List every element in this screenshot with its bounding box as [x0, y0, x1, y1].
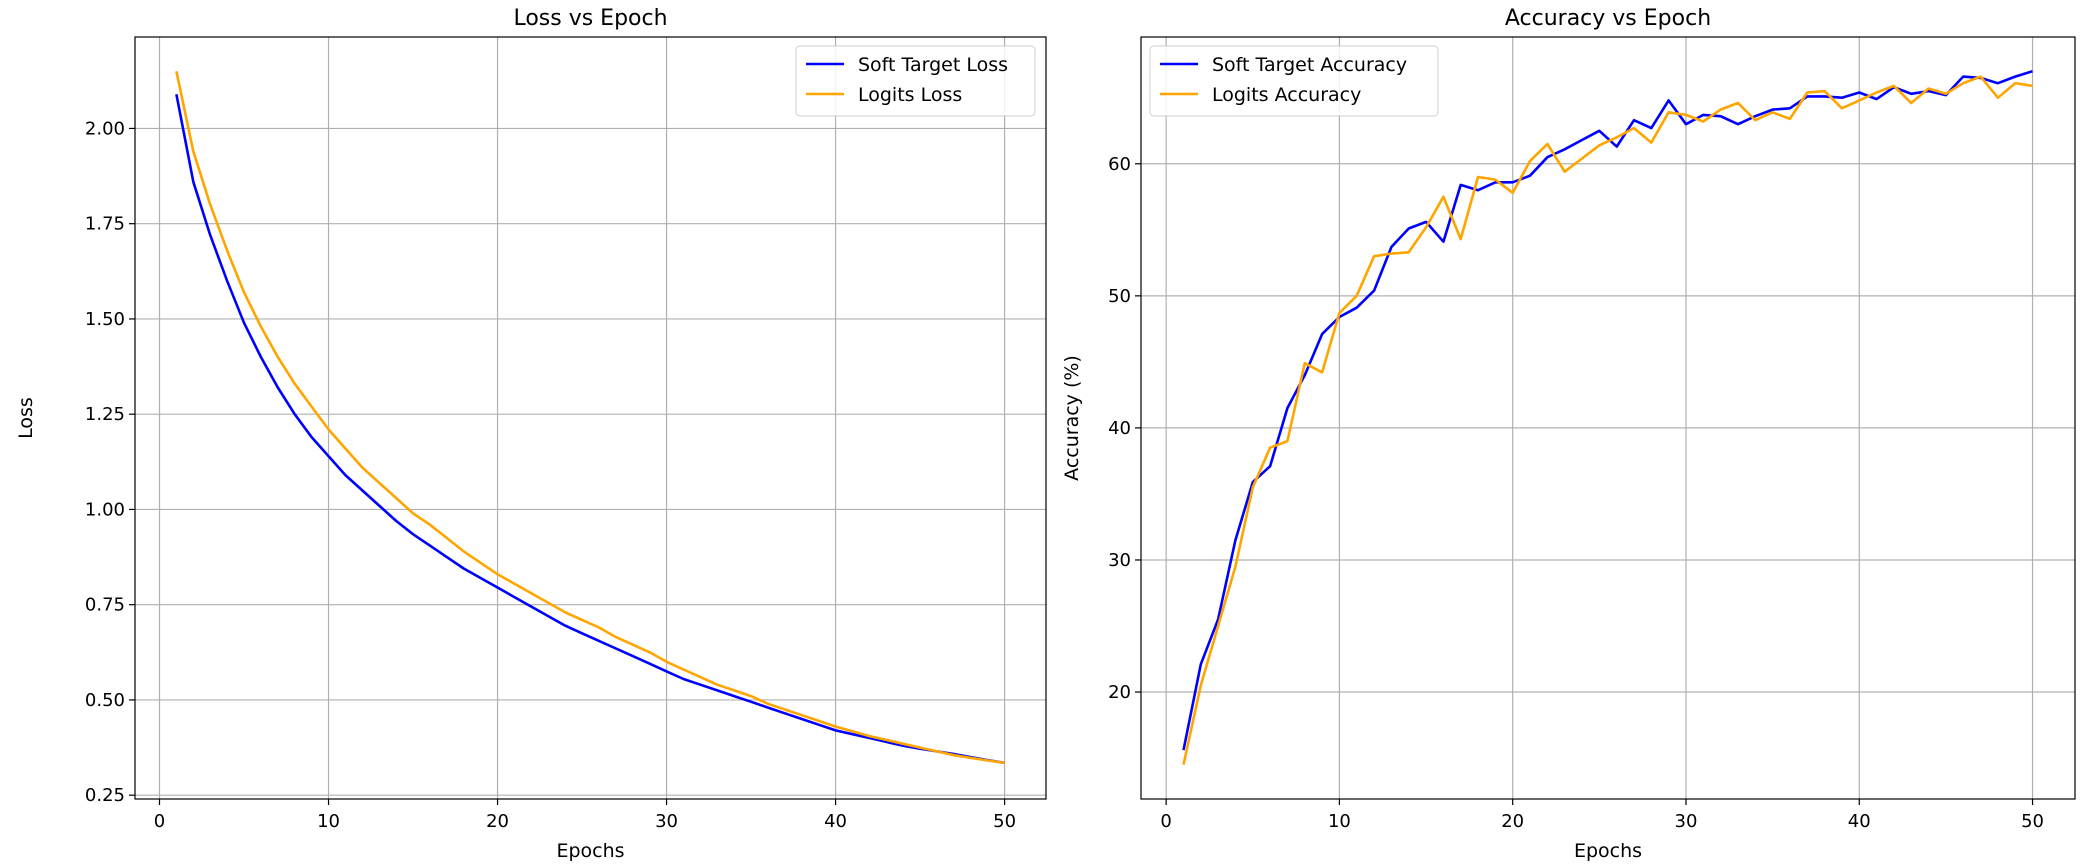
legend-label-1: Logits Loss: [858, 84, 962, 106]
y-tick-label: 60: [1108, 154, 1131, 175]
x-tick-label: 40: [1848, 811, 1871, 832]
legend-label-0: Soft Target Loss: [858, 54, 1008, 76]
y-tick-label: 0.75: [85, 595, 125, 616]
y-tick-label: 1.00: [85, 499, 125, 520]
y-tick-label: 30: [1108, 550, 1131, 571]
y-tick-label: 50: [1108, 286, 1131, 307]
x-tick-label: 20: [486, 811, 509, 832]
y-axis-label: Loss: [15, 397, 37, 439]
x-tick-label: 50: [2021, 811, 2044, 832]
x-axis-label: Epochs: [1574, 840, 1642, 862]
x-tick-label: 30: [1675, 811, 1698, 832]
x-tick-label: 0: [154, 811, 165, 832]
x-tick-label: 40: [824, 811, 847, 832]
y-tick-label: 40: [1108, 418, 1131, 439]
y-tick-label: 0.50: [85, 690, 125, 711]
series-line-0: [175, 93, 1005, 765]
series-line-1: [175, 71, 1005, 765]
series-line-0: [1182, 70, 2033, 751]
chart-title: Loss vs Epoch: [513, 6, 667, 31]
series-line-1: [1182, 75, 2033, 765]
legend-box: [1149, 45, 1439, 117]
legend-label-1: Logits Accuracy: [1212, 84, 1361, 106]
x-axis-label: Epochs: [556, 840, 624, 862]
y-axis-label: Accuracy (%): [1061, 355, 1083, 481]
y-tick-label: 20: [1108, 682, 1131, 703]
x-tick-label: 0: [1160, 811, 1171, 832]
y-tick-label: 0.25: [85, 785, 125, 806]
y-tick-label: 1.25: [85, 404, 125, 425]
x-tick-label: 50: [993, 811, 1016, 832]
plot-frame: [1140, 36, 2076, 800]
legend-label-0: Soft Target Accuracy: [1212, 54, 1407, 76]
plot-frame: [134, 36, 1047, 800]
x-tick-label: 10: [1328, 811, 1351, 832]
chart-title: Accuracy vs Epoch: [1505, 6, 1711, 31]
loss-chart: 0 10 20 30 40 50 0.25 0.50 0.75 1.00 1.25 1.50 1.75 2…: [15, 6, 1047, 862]
y-tick-label: 1.50: [85, 309, 125, 330]
y-tick-label: 2.00: [85, 118, 125, 139]
accuracy-chart: 0 10 20 30 40 50 20 30 40 50 60 Accuracy vs Epoch Ep…: [1061, 6, 2076, 862]
x-tick-label: 10: [317, 811, 340, 832]
x-tick-label: 20: [1501, 811, 1524, 832]
legend-box: [795, 45, 1036, 117]
y-tick-label: 1.75: [85, 214, 125, 235]
x-tick-label: 30: [655, 811, 678, 832]
